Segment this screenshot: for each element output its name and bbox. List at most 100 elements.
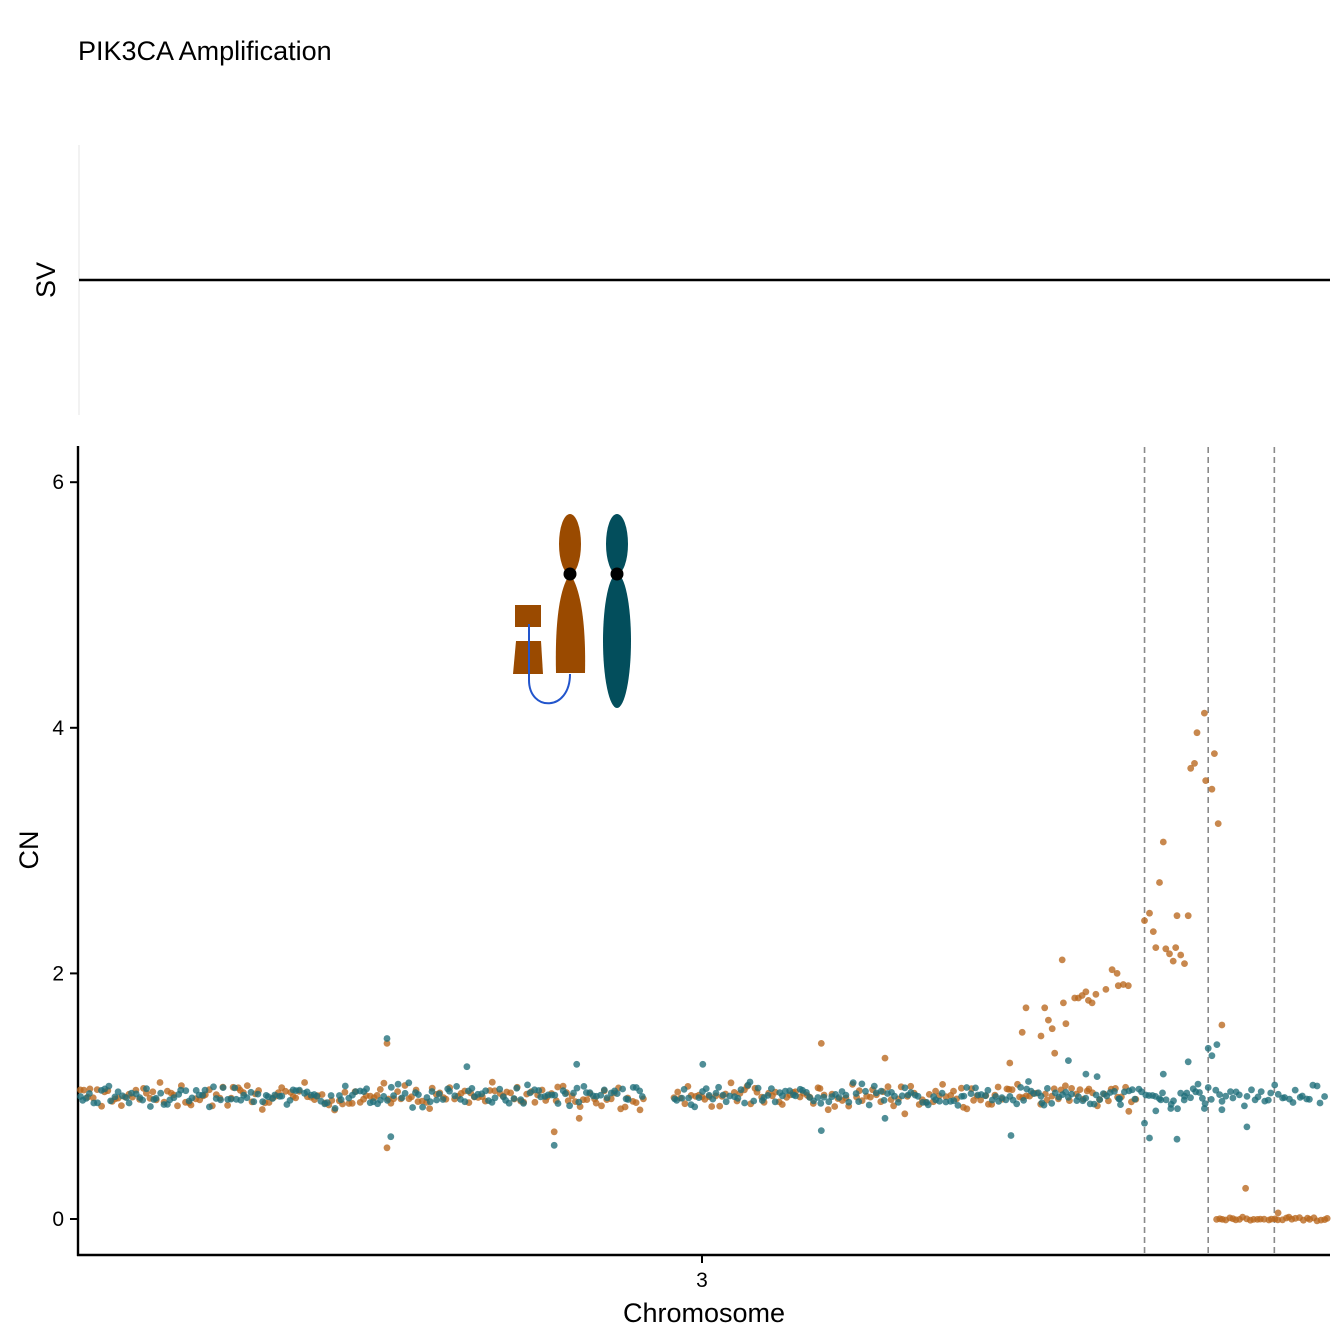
cn-point [867, 1093, 874, 1101]
cn-point [1306, 1095, 1313, 1103]
cn-point [531, 1098, 539, 1106]
cn-point [1313, 1082, 1321, 1090]
cn-point [323, 1099, 331, 1107]
cn-point [849, 1079, 857, 1086]
cn-point [1207, 1096, 1215, 1103]
cn-point [1254, 1093, 1262, 1101]
cn-point [1025, 1078, 1032, 1085]
y-axis-title: CN [14, 831, 44, 870]
cn-point [1062, 1088, 1070, 1096]
cn-point [1131, 1095, 1139, 1103]
cn-point [817, 1099, 825, 1107]
cn-point [206, 1103, 213, 1111]
cn-point [341, 1082, 349, 1090]
cn-point [680, 1086, 688, 1093]
sv-panel: SV [31, 145, 1330, 415]
cn-point [554, 1100, 562, 1107]
cn-point [820, 1093, 828, 1101]
cn-point [1156, 879, 1163, 886]
cn-point [1177, 951, 1185, 959]
cn-point [107, 1097, 114, 1105]
cn-point [524, 1081, 531, 1089]
cn-point [881, 1114, 889, 1122]
cn-point [1243, 1093, 1251, 1100]
cn-point [880, 1096, 888, 1104]
cn-point [243, 1094, 251, 1102]
cn-point [463, 1063, 471, 1071]
cn-point [513, 1084, 521, 1092]
cn-point [554, 1083, 562, 1091]
cn-point [373, 1092, 381, 1099]
cn-point [152, 1094, 160, 1102]
cn-point [409, 1104, 416, 1111]
x-axis-ticks: 3 [696, 1255, 708, 1292]
cn-point [1257, 1088, 1265, 1095]
cn-point [1323, 1215, 1331, 1222]
chart-title: PIK3CA Amplification [78, 36, 332, 66]
cn-point [1017, 1084, 1024, 1091]
cn-point [363, 1085, 370, 1093]
cn-point [754, 1084, 762, 1092]
cn-point [1159, 838, 1167, 846]
cn-point [1201, 709, 1208, 717]
fragment-upper [515, 605, 541, 627]
cn-point [177, 1086, 185, 1094]
cn-point [1241, 1102, 1248, 1110]
cn-point [482, 1087, 489, 1095]
fragment-link [528, 624, 571, 705]
cn-point [1193, 729, 1201, 737]
cn-point [674, 1088, 682, 1096]
cn-point [551, 1091, 559, 1099]
cn-point [881, 1054, 889, 1062]
cn-point [575, 1098, 583, 1106]
cn-point [573, 1084, 581, 1092]
cn-point [575, 1114, 583, 1122]
cn-point [1018, 1028, 1026, 1036]
cn-point [977, 1096, 984, 1104]
cn-point [1222, 1092, 1230, 1100]
cn-point [219, 1084, 227, 1091]
cn-point [446, 1087, 453, 1095]
cn-point [337, 1096, 345, 1104]
y-tick-label: 2 [52, 962, 64, 985]
cn-point [1082, 1070, 1090, 1078]
cn-point [691, 1103, 699, 1111]
derivative-chromosome-p-arm [559, 514, 581, 574]
cn-point [877, 1087, 885, 1095]
cn-point [394, 1080, 402, 1088]
cn-point [1062, 1020, 1070, 1028]
cn-point [426, 1098, 434, 1106]
cn-point [924, 1101, 932, 1109]
cn-point [114, 1088, 122, 1096]
cn-point [1229, 1094, 1237, 1102]
cn-point [510, 1095, 518, 1102]
sv-axis-title: SV [31, 262, 61, 298]
cn-point [835, 1094, 843, 1101]
cn-point [632, 1099, 640, 1106]
cn-point [994, 1083, 1002, 1091]
x-tick-label: 3 [696, 1269, 708, 1292]
cn-point [1162, 945, 1170, 953]
cn-point [1184, 912, 1192, 920]
cn-point [453, 1083, 460, 1090]
y-tick-label: 6 [52, 471, 64, 494]
cn-point [573, 1060, 581, 1068]
cn-point [1152, 1107, 1160, 1115]
cn-point [1162, 1096, 1170, 1104]
cn-point [1167, 1105, 1175, 1112]
cn-point [1068, 1090, 1075, 1098]
cn-point [825, 1098, 833, 1106]
cn-point [1211, 750, 1218, 757]
cn-point [1264, 1096, 1272, 1104]
cn-point [817, 1040, 825, 1047]
cn-point [401, 1089, 409, 1097]
cn-point [1045, 1016, 1052, 1024]
cn-point [1037, 1032, 1045, 1040]
cn-point [884, 1083, 892, 1091]
cn-point [914, 1092, 922, 1100]
cn-point [566, 1102, 573, 1110]
cn-point [1172, 944, 1180, 951]
cn-point [1090, 1100, 1098, 1108]
cn-point [435, 1090, 443, 1098]
cn-point [86, 1090, 93, 1097]
